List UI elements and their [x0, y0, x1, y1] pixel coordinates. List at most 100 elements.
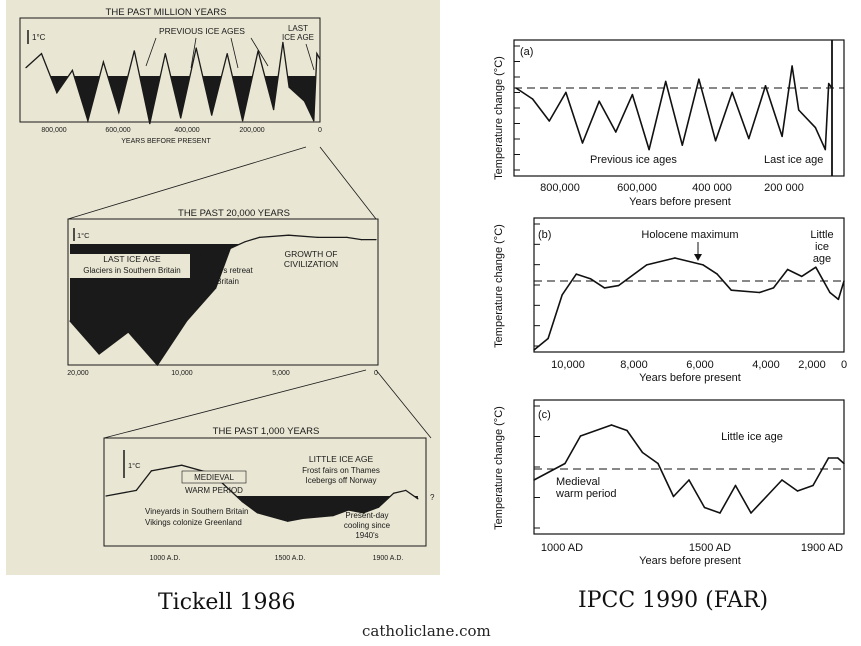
- ipcc-c-note-little: Little ice age: [721, 431, 783, 443]
- ipcc-b-note-holocene: Holocene maximum: [641, 229, 738, 241]
- ipcc-b-tick: 6,000: [686, 359, 714, 371]
- temperature-line: [105, 464, 419, 522]
- ipcc-b-note-little: Little: [810, 229, 833, 241]
- ipcc-a-xlabel: Years before present: [629, 196, 731, 208]
- panel2-label-retreat2: from Britain: [198, 277, 239, 286]
- ipcc-a-note-last: Last ice age: [764, 154, 823, 166]
- data-point: [758, 291, 761, 294]
- ipcc-c-note-medieval: Medieval: [556, 476, 600, 488]
- data-point: [750, 512, 752, 514]
- ipcc-c-tick: 1500 AD: [689, 542, 731, 554]
- data-point: [657, 462, 659, 465]
- data-point: [781, 135, 783, 138]
- data-point: [156, 364, 158, 366]
- temperature-line: [515, 65, 833, 151]
- cold-area-fill: [26, 76, 320, 124]
- data-point: [731, 91, 733, 94]
- data-point: [837, 457, 839, 459]
- data-point: [273, 109, 275, 111]
- temperature-line: [69, 234, 376, 367]
- data-point: [702, 264, 704, 266]
- data-point: [681, 144, 683, 146]
- data-point: [575, 273, 577, 275]
- panel3-label-vineyards: Vineyards in Southern Britain: [145, 507, 248, 516]
- data-point: [164, 53, 166, 55]
- data-point: [648, 148, 650, 151]
- right-caption: IPCC 1990 (FAR): [578, 588, 769, 613]
- data-point: [533, 349, 535, 351]
- data-point: [837, 298, 840, 301]
- panel3-label-warm: WARM PERIOD: [185, 486, 243, 495]
- panel1-label-ice-age: ICE AGE: [282, 33, 314, 42]
- data-point: [814, 126, 817, 129]
- data-point: [133, 50, 135, 52]
- ipcc-b-tick: 4,000: [752, 359, 780, 371]
- data-point: [302, 517, 304, 520]
- ipcc-b-tick: 8,000: [620, 359, 648, 371]
- temperature-line: [533, 424, 845, 514]
- panel3-label-cooling: cooling since: [344, 521, 391, 530]
- data-point: [288, 234, 290, 236]
- ipcc-figure: Temperature change (°C) (a) Previous ice…: [493, 39, 847, 567]
- panel3-label-medieval: MEDIEVAL: [194, 473, 234, 482]
- data-point: [378, 506, 380, 508]
- ipcc-b-tick: 0: [841, 359, 847, 371]
- ipcc-c-tag: (c): [538, 409, 551, 421]
- data-point: [765, 495, 768, 498]
- data-point: [211, 114, 213, 116]
- data-point: [791, 65, 793, 67]
- data-point: [610, 424, 613, 426]
- panel2-label-last-ice-age: LAST ICE AGE: [103, 254, 161, 264]
- panel2-label-civilization: CIVILIZATION: [284, 259, 338, 269]
- tickell-figure: THE PAST MILLION YEARS 1°C PREVIOUS ICE …: [6, 0, 440, 575]
- data-point: [674, 257, 676, 259]
- data-point: [815, 266, 817, 268]
- panel2-label-growth: GROWTH OF: [285, 249, 338, 259]
- panel1-xlabel: YEARS BEFORE PRESENT: [121, 138, 211, 145]
- data-point: [195, 47, 197, 49]
- ipcc-b-ylabel: Temperature change (°C): [493, 224, 505, 348]
- panel1-tick: 800,000: [41, 127, 66, 134]
- data-point: [362, 512, 364, 514]
- cold-area-fill: [106, 496, 418, 522]
- data-point: [719, 512, 721, 514]
- panel2-scale: 1°C: [77, 231, 90, 240]
- ipcc-a-tag: (a): [520, 46, 533, 58]
- data-point: [244, 241, 246, 243]
- panel2-label-retreat: Glaciers retreat: [198, 266, 253, 275]
- data-point: [598, 100, 600, 102]
- ipcc-a-ylabel: Temperature change (°C): [493, 56, 505, 180]
- ipcc-b-xlabel: Years before present: [639, 372, 741, 384]
- data-point: [515, 87, 517, 89]
- data-point: [332, 515, 334, 517]
- data-point: [801, 275, 803, 278]
- panel2-title: THE PAST 20,000 YEARS: [178, 208, 290, 219]
- ipcc-a-tick: 800,000: [540, 182, 580, 194]
- data-point: [561, 294, 563, 296]
- data-point: [375, 239, 377, 241]
- data-point: [564, 462, 566, 465]
- panel1-tick: 200,000: [239, 127, 264, 134]
- data-point: [641, 451, 644, 454]
- data-point: [829, 291, 831, 294]
- data-point: [531, 98, 534, 100]
- ipcc-b-series: [533, 257, 845, 351]
- ipcc-b-note-age: age: [813, 253, 831, 265]
- panel3-tick: 1000 A.D.: [150, 555, 181, 562]
- data-point: [186, 320, 188, 322]
- data-point: [734, 484, 737, 487]
- data-point: [748, 137, 750, 140]
- panel1-label-last: LAST: [288, 24, 308, 33]
- panel1-label-ice-ages: PREVIOUS ICE AGES: [159, 26, 245, 36]
- data-point: [646, 264, 648, 266]
- data-point: [56, 92, 58, 94]
- data-point: [181, 464, 183, 466]
- data-point: [229, 247, 231, 249]
- data-point: [547, 337, 549, 340]
- data-point: [317, 236, 319, 238]
- ipcc-c-tick: 1000 AD: [541, 542, 583, 554]
- data-point: [87, 120, 89, 122]
- data-point: [615, 131, 617, 133]
- data-point: [319, 58, 321, 60]
- data-point: [360, 239, 362, 241]
